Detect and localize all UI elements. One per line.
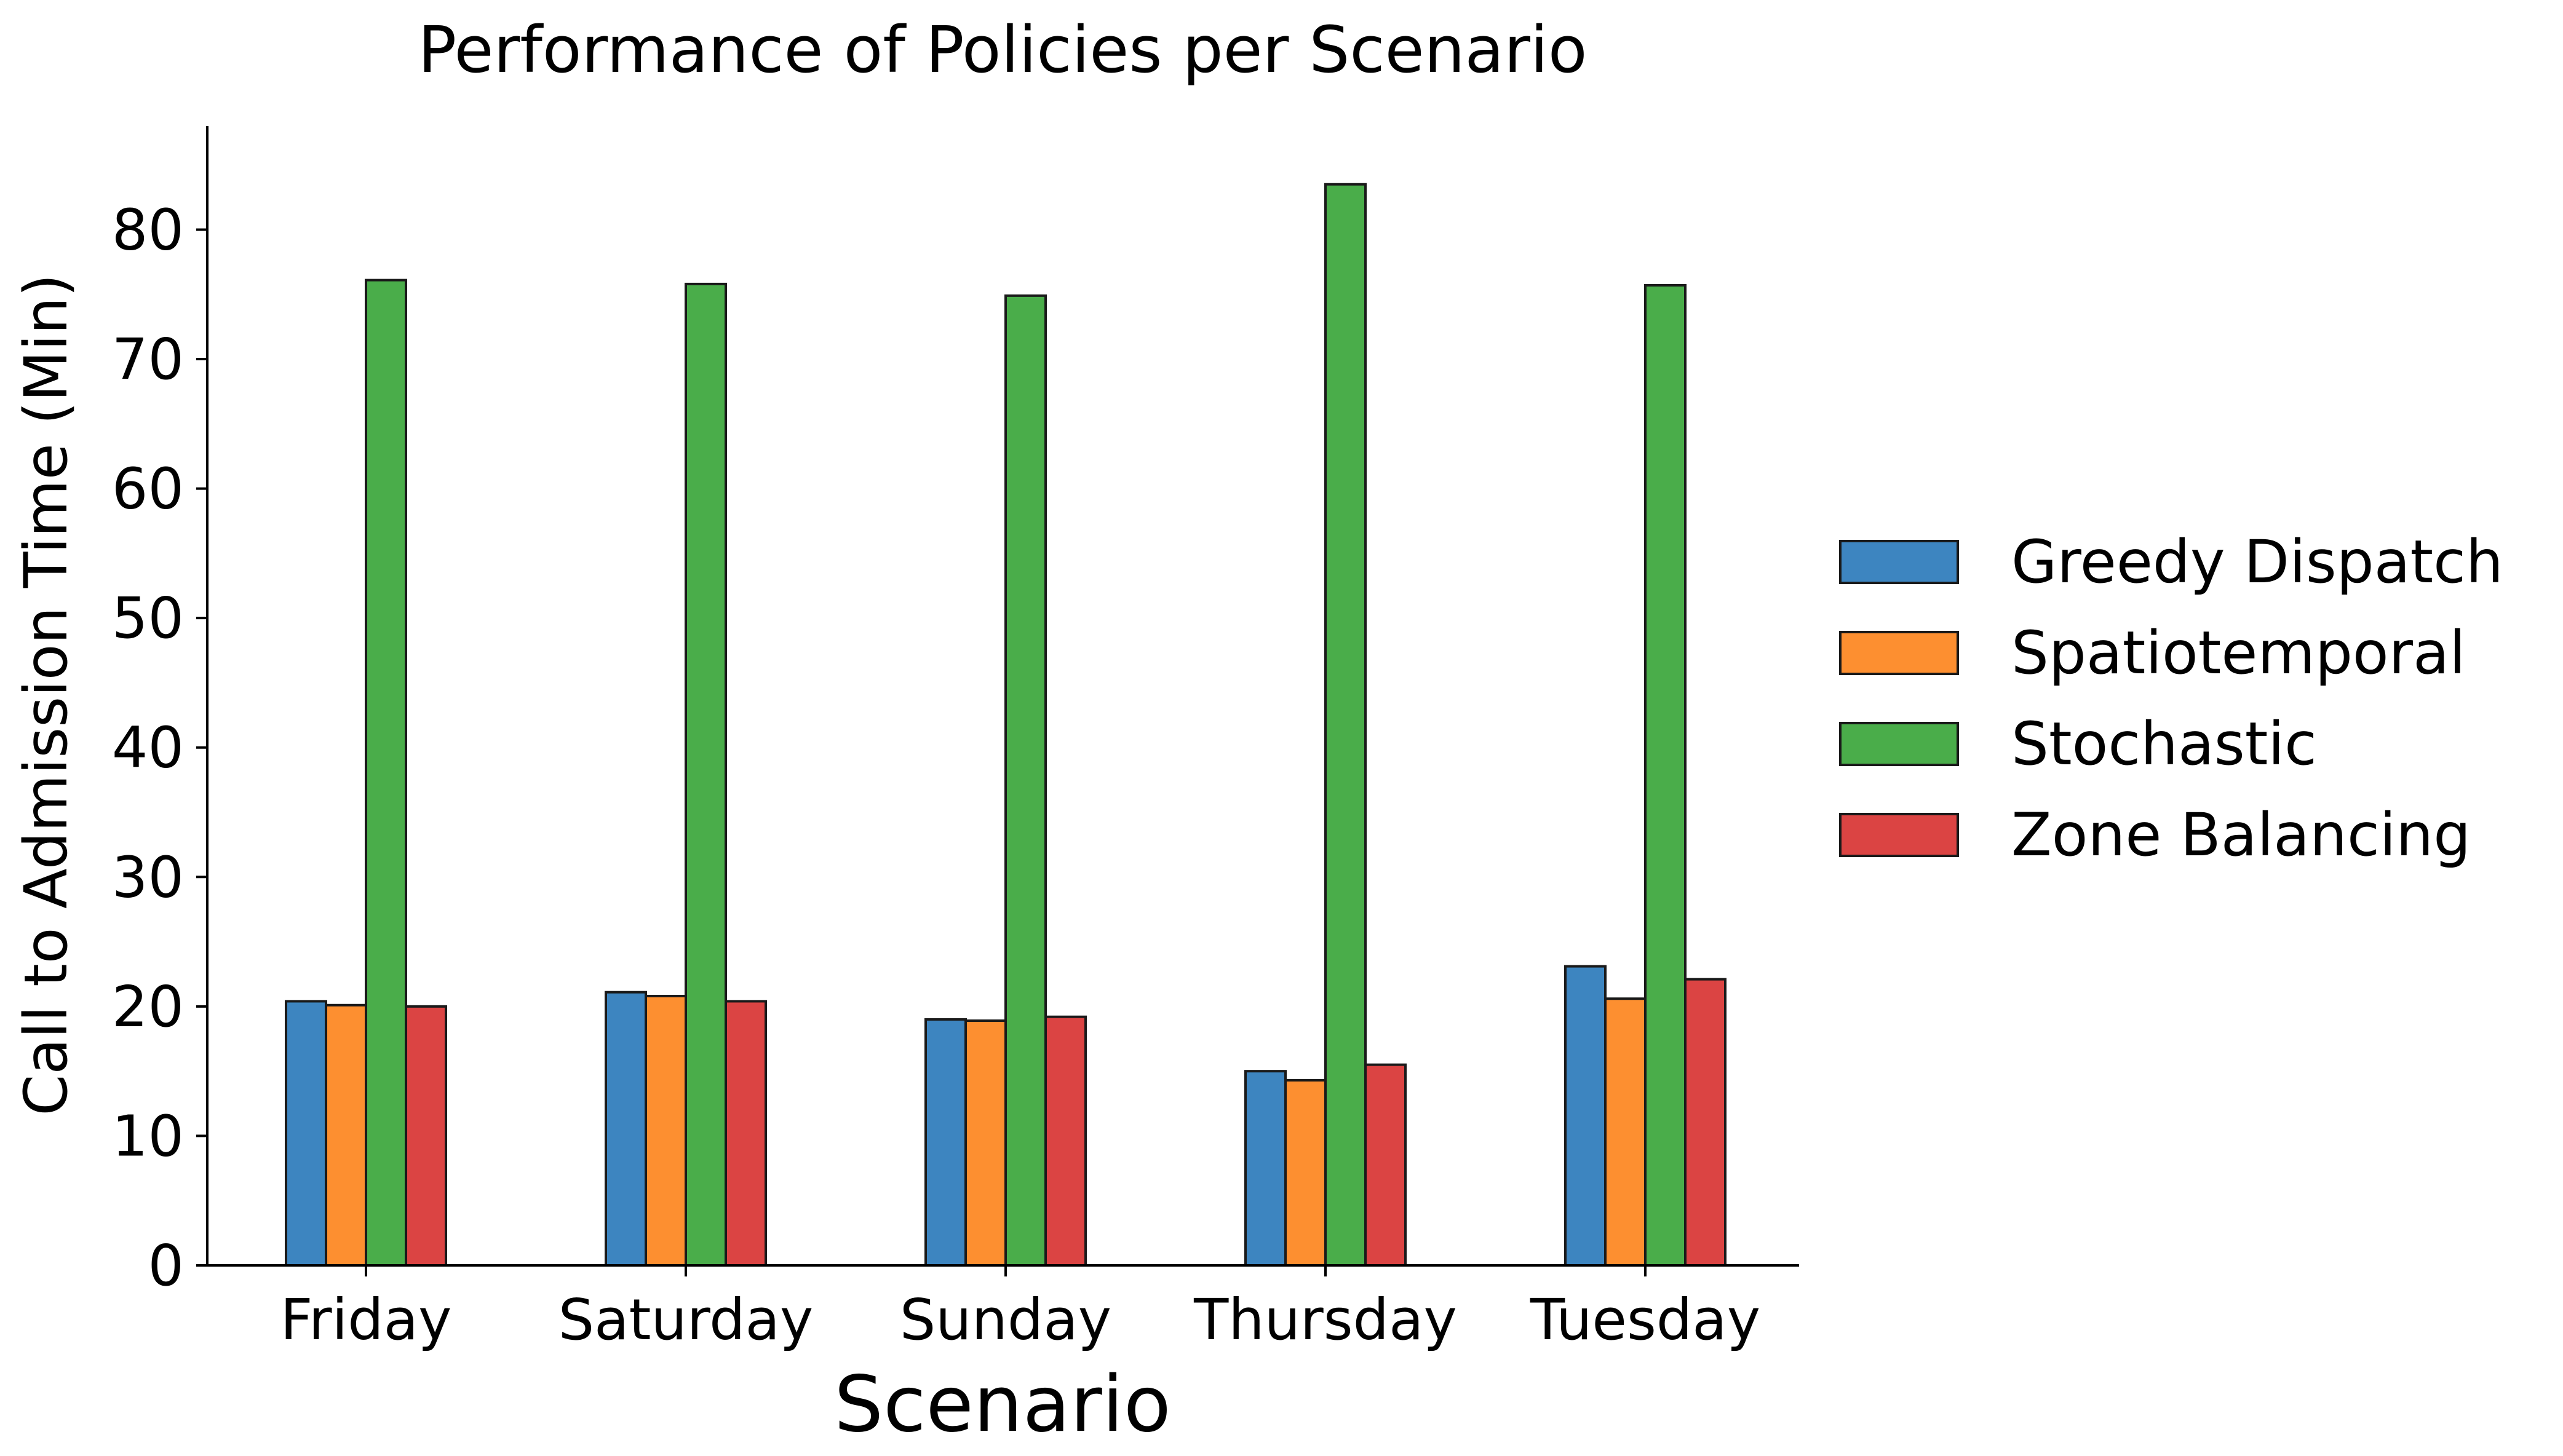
bar-zone-balancing-tuesday (1684, 978, 1727, 1267)
y-axis-label: Call to Admission Time (Min) (12, 274, 81, 1116)
legend-swatch (1839, 631, 1959, 675)
legend-item-greedy-dispatch: Greedy Dispatch (1839, 516, 2503, 607)
y-tick-label: 80 (112, 197, 184, 263)
y-tick-label: 60 (112, 456, 184, 522)
bars-layer (285, 183, 1727, 1267)
y-tick-label: 30 (112, 844, 184, 910)
bar-zone-balancing-thursday (1364, 1063, 1407, 1267)
y-tick-label: 0 (148, 1233, 184, 1299)
bar-spatiotemporal-friday (325, 1003, 367, 1267)
legend-label: Spatiotemporal (2011, 619, 2466, 687)
y-axis-label-container: Call to Admission Time (Min) (0, 0, 92, 1267)
y-tick-label: 70 (112, 326, 184, 392)
legend-item-zone-balancing: Zone Balancing (1839, 789, 2503, 880)
legend-swatch (1839, 813, 1959, 857)
legend-swatch (1839, 540, 1959, 584)
legend-label: Greedy Dispatch (2011, 528, 2503, 596)
legend-label: Zone Balancing (2011, 801, 2471, 869)
axes-layer: Friday Saturday Sunday Thursday Tuesday 0 10 20… (112, 126, 1799, 1353)
bar-greedy-dispatch-friday (285, 1000, 327, 1267)
x-tick-label-sunday: Sunday (900, 1287, 1111, 1353)
bar-spatiotemporal-sunday (964, 1019, 1007, 1267)
bar-zone-balancing-sunday (1044, 1015, 1087, 1267)
legend-label: Stochastic (2011, 710, 2317, 778)
bar-stochastic-tuesday (1644, 283, 1687, 1267)
bar-greedy-dispatch-sunday (924, 1018, 967, 1267)
bar-spatiotemporal-thursday (1284, 1078, 1327, 1267)
bar-greedy-dispatch-tuesday (1564, 965, 1607, 1267)
x-axis-label: Scenario (834, 1359, 1171, 1449)
bar-greedy-dispatch-thursday (1244, 1070, 1287, 1267)
legend-item-spatiotemporal: Spatiotemporal (1839, 607, 2503, 698)
bar-stochastic-saturday (685, 282, 727, 1267)
bar-stochastic-thursday (1324, 183, 1367, 1267)
y-tick-label: 20 (112, 974, 184, 1040)
x-tick-label-saturday: Saturday (558, 1287, 814, 1353)
bar-stochastic-sunday (1004, 294, 1047, 1267)
x-tick-label-thursday: Thursday (1193, 1287, 1457, 1353)
y-tick-label: 50 (112, 585, 184, 651)
bar-spatiotemporal-tuesday (1604, 997, 1647, 1267)
bar-greedy-dispatch-saturday (605, 991, 647, 1267)
y-tick-label: 40 (112, 715, 184, 781)
bar-stochastic-friday (365, 279, 407, 1267)
x-tick-label-tuesday: Tuesday (1530, 1287, 1760, 1353)
bar-zone-balancing-saturday (725, 1000, 767, 1267)
legend-item-stochastic: Stochastic (1839, 698, 2503, 789)
legend-swatch (1839, 722, 1959, 766)
chart-title: Performance of Policies per Scenario (418, 12, 1587, 87)
x-tick-label-friday: Friday (280, 1287, 452, 1353)
bar-zone-balancing-friday (405, 1005, 447, 1267)
y-tick-label: 10 (112, 1103, 184, 1169)
legend: Greedy Dispatch Spatiotemporal Stochastic Z… (1839, 516, 2503, 880)
bar-spatiotemporal-saturday (645, 995, 687, 1267)
